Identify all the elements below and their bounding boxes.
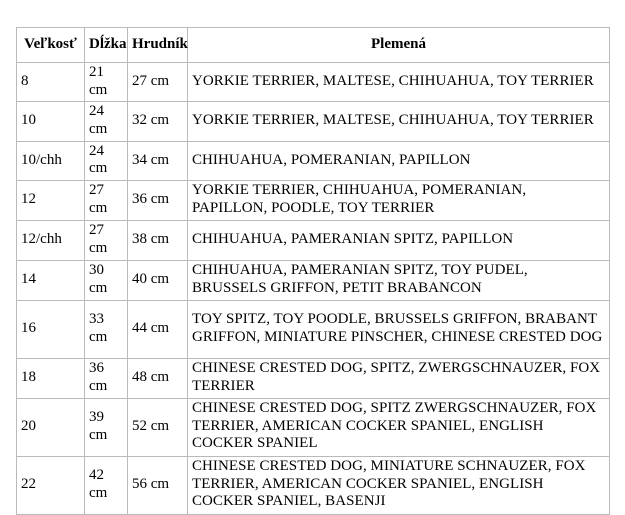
cell-size: 20 [17, 398, 85, 457]
cell-chest: 34 cm [128, 141, 188, 182]
cell-breeds: YORKIE TERRIER, MALTESE, CHIHUAHUA, TOY … [188, 102, 610, 142]
cell-size: 18 [17, 358, 85, 399]
cell-length: 24 cm [85, 102, 128, 142]
cell-breeds: YORKIE TERRIER, CHIHUAHUA, POMERANIAN, P… [188, 181, 610, 222]
cell-length: 33 cm [85, 300, 128, 359]
table-row: 22 42 cm 56 cm CHINESE CRESTED DOG, MINIATU… [17, 456, 610, 515]
cell-breeds: YORKIE TERRIER, MALTESE, CHIHUAHUA, TOY … [188, 63, 610, 103]
size-chart-container: Veľkosť Dĺžka Hrudník Plemená 8 21 cm 27 c… [16, 27, 610, 515]
table-header-row: Veľkosť Dĺžka Hrudník Plemená [17, 28, 610, 63]
cell-chest: 36 cm [128, 181, 188, 222]
cell-size: 10 [17, 102, 85, 142]
column-header-length: Dĺžka [85, 28, 128, 63]
cell-length: 24 cm [85, 141, 128, 182]
table-row: 18 36 cm 48 cm CHINESE CRESTED DOG, SPITZ, … [17, 358, 610, 399]
table-row: 12 27 cm 36 cm YORKIE TERRIER, CHIHUAHUA, P… [17, 181, 610, 222]
column-header-breeds: Plemená [188, 28, 610, 63]
cell-chest: 52 cm [128, 398, 188, 457]
cell-chest: 40 cm [128, 260, 188, 301]
table-row: 20 39 cm 52 cm CHINESE CRESTED DOG, SPITZ Z… [17, 398, 610, 457]
cell-breeds: CHINESE CRESTED DOG, SPITZ ZWERGSCHNAUZE… [188, 398, 610, 457]
cell-length: 27 cm [85, 221, 128, 261]
table-header: Veľkosť Dĺžka Hrudník Plemená [17, 28, 610, 63]
cell-size: 12 [17, 181, 85, 222]
cell-size: 22 [17, 456, 85, 515]
cell-length: 30 cm [85, 260, 128, 301]
column-header-chest: Hrudník [128, 28, 188, 63]
cell-chest: 38 cm [128, 221, 188, 261]
cell-size: 10/chh [17, 141, 85, 182]
cell-length: 42 cm [85, 456, 128, 515]
cell-size: 16 [17, 300, 85, 359]
cell-length: 21 cm [85, 63, 128, 103]
cell-breeds: CHIHUAHUA, PAMERANIAN SPITZ, TOY PUDEL, … [188, 260, 610, 301]
cell-breeds: CHINESE CRESTED DOG, MINIATURE SCHNAUZER… [188, 456, 610, 515]
cell-breeds: CHIHUAHUA, POMERANIAN, PAPILLON [188, 141, 610, 182]
table-row: 14 30 cm 40 cm CHIHUAHUA, PAMERANIAN SPITZ,… [17, 260, 610, 301]
column-header-size: Veľkosť [17, 28, 85, 63]
cell-chest: 48 cm [128, 358, 188, 399]
cell-breeds: CHIHUAHUA, PAMERANIAN SPITZ, PAPILLON [188, 221, 610, 261]
cell-length: 39 cm [85, 398, 128, 457]
table-row: 12/chh 27 cm 38 cm CHIHUAHUA, PAMERANIAN SP… [17, 221, 610, 261]
cell-chest: 32 cm [128, 102, 188, 142]
table-row: 10 24 cm 32 cm YORKIE TERRIER, MALTESE, CHI… [17, 102, 610, 142]
cell-chest: 44 cm [128, 300, 188, 359]
cell-chest: 56 cm [128, 456, 188, 515]
table-row: 8 21 cm 27 cm YORKIE TERRIER, MALTESE, CHIH… [17, 63, 610, 103]
cell-chest: 27 cm [128, 63, 188, 103]
table-row: 16 33 cm 44 cm TOY SPITZ, TOY POODLE, BRUSS… [17, 300, 610, 359]
cell-breeds: CHINESE CRESTED DOG, SPITZ, ZWERGSCHNAUZ… [188, 358, 610, 399]
page-root: Veľkosť Dĺžka Hrudník Plemená 8 21 cm 27 c… [16, 27, 610, 515]
cell-size: 8 [17, 63, 85, 103]
cell-length: 27 cm [85, 181, 128, 222]
cell-length: 36 cm [85, 358, 128, 399]
cell-size: 12/chh [17, 221, 85, 261]
dog-size-chart-table: Veľkosť Dĺžka Hrudník Plemená 8 21 cm 27 c… [16, 27, 610, 515]
table-body: 8 21 cm 27 cm YORKIE TERRIER, MALTESE, CHIH… [17, 63, 610, 515]
table-row: 10/chh 24 cm 34 cm CHIHUAHUA, POMERANIAN, P… [17, 141, 610, 182]
cell-breeds: TOY SPITZ, TOY POODLE, BRUSSELS GRIFFON,… [188, 300, 610, 359]
cell-size: 14 [17, 260, 85, 301]
